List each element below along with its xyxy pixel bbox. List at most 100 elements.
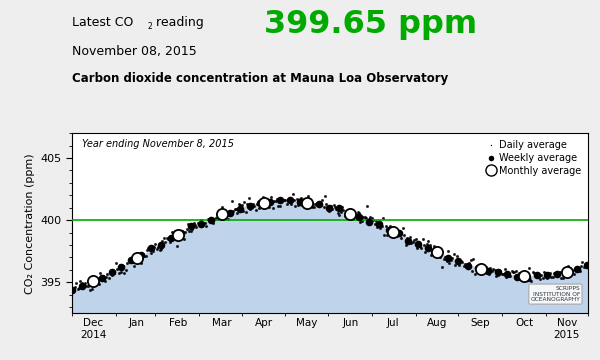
Point [517, 272, 526, 278]
Point [500, 266, 509, 272]
Point [224, 209, 234, 215]
Point [185, 228, 194, 234]
Point [532, 271, 542, 276]
Point [445, 260, 454, 266]
Point [579, 264, 589, 270]
Point [156, 246, 166, 252]
Point [388, 229, 398, 234]
Point [531, 271, 541, 276]
Point [223, 216, 232, 222]
Point [227, 199, 236, 204]
Point [269, 198, 279, 204]
Point [409, 237, 419, 243]
Point [308, 204, 317, 210]
Point [501, 274, 511, 279]
Point [523, 275, 532, 280]
Point [320, 193, 330, 199]
Point [512, 274, 522, 280]
Point [477, 267, 487, 273]
Point [509, 270, 519, 275]
Point [341, 208, 351, 214]
Point [397, 235, 406, 241]
Point [484, 271, 494, 276]
Point [248, 202, 258, 207]
Point [404, 238, 413, 243]
Point [77, 280, 86, 286]
Point [314, 199, 324, 204]
Point [145, 245, 155, 251]
Point [68, 287, 78, 293]
Point [235, 202, 245, 208]
Point [67, 287, 77, 293]
Point [358, 213, 368, 219]
Point [552, 273, 562, 278]
Point [148, 248, 157, 253]
Point [176, 230, 185, 236]
Point [285, 197, 295, 203]
Point [239, 199, 249, 204]
Point [132, 257, 142, 263]
Point [487, 268, 497, 274]
Point [364, 220, 374, 225]
Point [82, 283, 91, 289]
Point [455, 262, 464, 268]
Point [298, 202, 307, 208]
Point [480, 269, 490, 275]
Point [301, 198, 310, 204]
Point [391, 228, 401, 233]
Point [431, 251, 440, 257]
Point [112, 267, 122, 273]
Point [544, 273, 553, 279]
Text: SCRIPPS
INSTITUTION OF
OCEANOGRAPHY: SCRIPPS INSTITUTION OF OCEANOGRAPHY [530, 286, 580, 302]
Point [333, 210, 343, 215]
Point [419, 242, 429, 248]
Point [413, 242, 423, 247]
Point [151, 241, 160, 247]
Point [443, 255, 453, 261]
Point [532, 272, 542, 278]
Point [400, 232, 409, 238]
Point [114, 270, 124, 275]
Point [408, 239, 418, 244]
Point [334, 212, 344, 218]
Point [433, 247, 443, 253]
Point [266, 194, 276, 200]
Point [186, 223, 196, 229]
Point [189, 221, 199, 226]
Point [172, 243, 181, 248]
Point [453, 258, 463, 264]
Point [364, 216, 374, 221]
Point [463, 263, 473, 269]
Point [245, 206, 255, 212]
Point [251, 207, 260, 213]
Point [149, 244, 159, 250]
Point [265, 199, 275, 205]
Point [221, 210, 231, 216]
Point [354, 210, 364, 216]
Point [534, 273, 544, 279]
Point [385, 223, 395, 229]
Point [196, 217, 205, 223]
Point [67, 285, 77, 291]
Point [542, 275, 552, 281]
Point [193, 220, 203, 226]
Point [293, 202, 303, 208]
Point [378, 216, 388, 221]
Point [382, 232, 392, 238]
Point [259, 203, 269, 209]
Point [436, 252, 446, 257]
Point [229, 208, 238, 214]
Point [199, 220, 208, 226]
Point [118, 263, 128, 269]
Point [262, 197, 272, 202]
Point [469, 256, 478, 262]
Point [449, 251, 458, 257]
Point [497, 271, 506, 277]
Point [190, 222, 200, 228]
Point [380, 232, 389, 238]
Point [542, 272, 552, 278]
Point [461, 263, 471, 269]
Point [131, 259, 140, 265]
Point [295, 199, 304, 205]
Point [197, 222, 207, 228]
